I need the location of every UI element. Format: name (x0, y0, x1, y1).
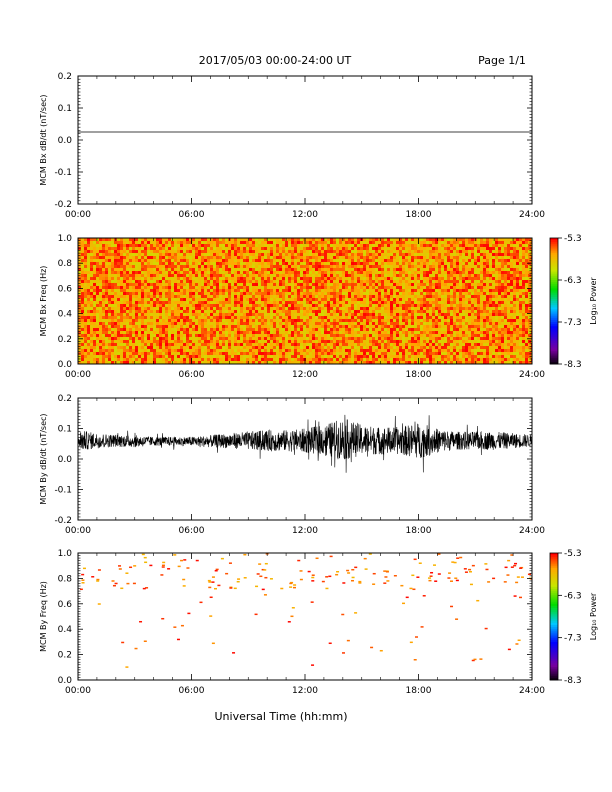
colorbar-tick-label: -7.3 (564, 318, 582, 328)
x-tick-label: 18:00 (406, 526, 432, 536)
x-tick-label: 00:00 (65, 526, 91, 536)
colorbar-tick-label: -7.3 (564, 634, 582, 644)
y-tick-label: -0.2 (54, 200, 72, 210)
colorbar-label: Log₁₀ Power (589, 592, 598, 640)
y-tick-label: 0.8 (58, 259, 73, 269)
x-tick-label: 12:00 (292, 210, 318, 220)
colorbar-tick-label: -8.3 (564, 360, 582, 370)
y-tick-label: 0.4 (58, 310, 73, 320)
x-tick-label: 24:00 (519, 526, 545, 536)
page-number: Page 1/1 (478, 54, 526, 67)
spectrogram-image (79, 553, 532, 668)
colorbar-tick-label: -6.3 (564, 591, 582, 601)
panel-by-spectrogram: -5.3 -6.3 -7.3 -8.3 Log₁₀ Power 0.0 0.2 0.4 0.6 0… (39, 549, 598, 696)
y-tick-label: 0.2 (58, 394, 72, 404)
colorbar-tick-label: -6.3 (564, 276, 582, 286)
x-tick-label: 12:00 (292, 370, 318, 380)
colorbar: -5.3 -6.3 -7.3 -8.3 Log₁₀ Power (549, 549, 598, 686)
y-tick-label: 0.2 (58, 72, 72, 82)
y-tick-label: 0.0 (58, 676, 73, 686)
figure-title: 2017/05/03 00:00-24:00 UT (199, 54, 352, 67)
x-tick-label: 00:00 (65, 370, 91, 380)
colorbar-tick-label: -5.3 (564, 234, 582, 244)
x-tick-label: 00:00 (65, 686, 91, 696)
x-tick-label: 24:00 (519, 370, 545, 380)
x-axis-title: Universal Time (hh:mm) (215, 710, 348, 723)
y-tick-label: -0.1 (54, 168, 72, 178)
panel-by-dbdt: -0.2 -0.1 0.0 0.1 0.2 00:00 06:00 12:00 18:00 24:… (39, 394, 545, 536)
y-tick-label: 0.8 (58, 574, 73, 584)
colorbar-tick-label: -8.3 (564, 676, 582, 686)
spectrogram-image (78, 238, 532, 364)
y-tick-label: 0.6 (58, 284, 73, 294)
y-tick-label: 0.1 (58, 425, 72, 435)
y-axis-title: MCM Bx dB/dt (nT/sec) (39, 94, 48, 185)
x-tick-label: 24:00 (519, 686, 545, 696)
x-tick-label: 06:00 (179, 686, 205, 696)
y-tick-label: -0.1 (54, 486, 72, 496)
y-tick-label: 0.1 (58, 104, 72, 114)
x-tick-label: 18:00 (406, 210, 432, 220)
y-tick-label: 1.0 (58, 549, 73, 559)
plot-frame (77, 552, 533, 681)
y-tick-label: 0.0 (58, 136, 73, 146)
x-tick-label: 24:00 (519, 210, 545, 220)
x-tick-label: 06:00 (179, 526, 205, 536)
x-tick-label: 06:00 (179, 370, 205, 380)
y-axis-title: MCM Bx Freq (Hz) (39, 266, 48, 337)
y-axis-title: MCM By Freq (Hz) (39, 581, 48, 652)
y-tick-label: 0.0 (58, 360, 73, 370)
y-tick-label: 0.4 (58, 625, 73, 635)
y-tick-label: -0.2 (54, 516, 72, 526)
x-tick-label: 12:00 (292, 526, 318, 536)
x-tick-label: 18:00 (406, 370, 432, 380)
y-tick-label: 1.0 (58, 234, 73, 244)
panel-bx-dbdt: -0.2 -0.1 0.0 0.1 0.2 00:00 06:00 12:00 18:00 24:… (39, 72, 545, 220)
x-tick-label: 06:00 (179, 210, 205, 220)
plot-frame (77, 75, 533, 205)
y-tick-label: 0.2 (58, 651, 72, 661)
colorbar-tick-label: -5.3 (564, 549, 582, 559)
x-tick-label: 12:00 (292, 686, 318, 696)
plot-frame (77, 397, 533, 521)
x-tick-label: 00:00 (65, 210, 91, 220)
colorbar-label: Log₁₀ Power (589, 277, 598, 325)
x-tick-label: 18:00 (406, 686, 432, 696)
series-line (77, 414, 533, 473)
panel-bx-spectrogram: -5.3 -6.3 -7.3 -8.3 Log₁₀ Power 0.0 0.2 0.4 0.6 0… (39, 234, 598, 380)
y-tick-label: 0.6 (58, 600, 73, 610)
y-tick-label: 0.0 (58, 455, 73, 465)
y-axis-title: MCM By dB/dt (nT/sec) (39, 413, 48, 504)
colorbar: -5.3 -6.3 -7.3 -8.3 Log₁₀ Power (549, 234, 598, 370)
y-tick-label: 0.2 (58, 335, 72, 345)
